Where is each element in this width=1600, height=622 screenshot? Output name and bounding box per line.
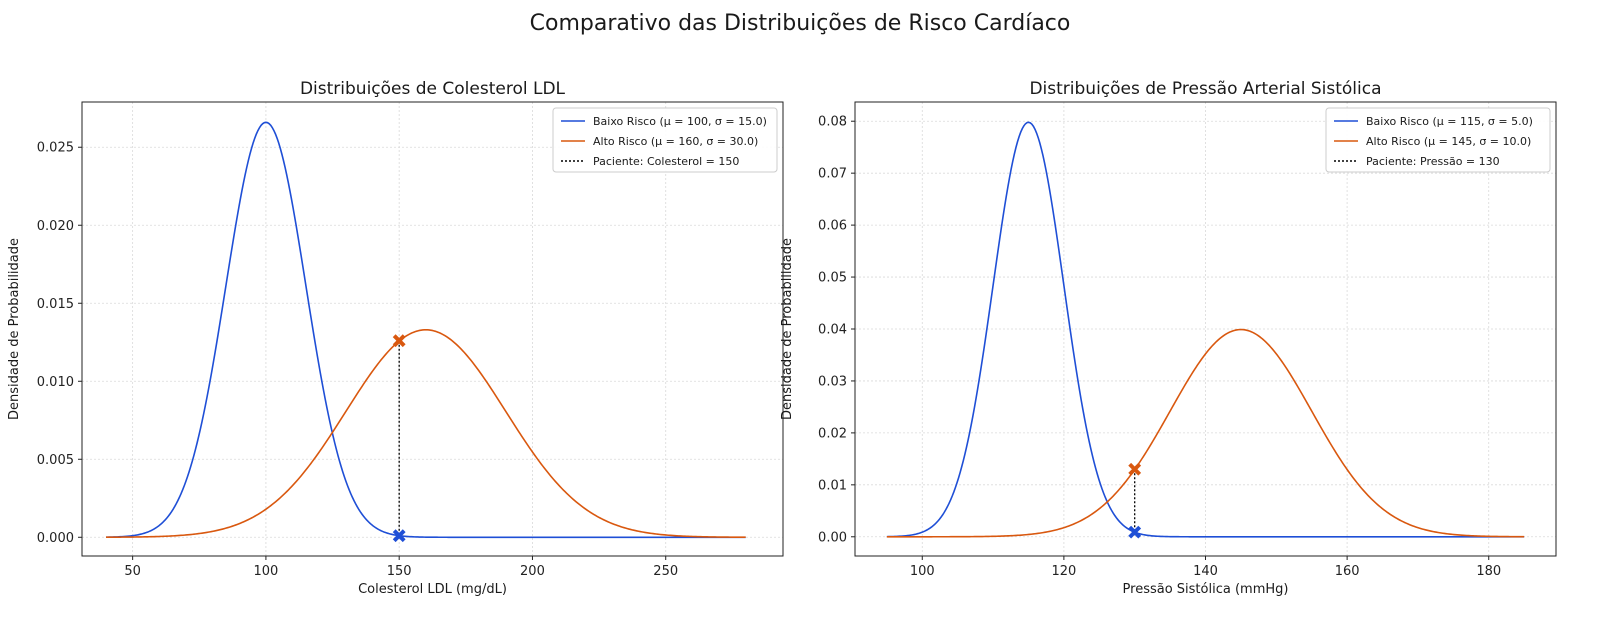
x-tick-label: 250	[653, 564, 678, 579]
plot-title: Distribuições de Colesterol LDL	[300, 79, 566, 99]
y-axis-label: Densidade de Probabilidade	[780, 238, 795, 420]
legend-box	[1325, 107, 1551, 173]
legend-entry-high-risk-label: Alto Risco (μ = 160, σ = 30.0)	[593, 135, 758, 148]
y-tick-label: 0.02	[818, 426, 847, 441]
high-risk-curve	[886, 328, 1525, 538]
x-tick-label: 140	[1193, 564, 1218, 579]
y-tick-label: 0.020	[37, 219, 74, 234]
y-axis-label: Densidade de Probabilidade	[7, 238, 22, 420]
y-tick-label: 0.025	[37, 141, 74, 156]
plot-ldl: Distribuições de Colesterol LDL 50 100 150 2…	[7, 79, 784, 597]
y-tick-label: 0.04	[818, 323, 847, 338]
legend-entry-high-risk-label: Alto Risco (μ = 145, σ = 10.0)	[1366, 135, 1531, 148]
x-tick-label: 100	[253, 564, 278, 579]
legend-entry-low-risk-label: Baixo Risco (μ = 115, σ = 5.0)	[1366, 115, 1533, 128]
figure-title: Comparativo das Distribuições de Risco C…	[530, 11, 1071, 36]
y-tick-label: 0.000	[37, 531, 74, 546]
y-tick-label: 0.05	[818, 271, 847, 286]
x-tick-label: 150	[387, 564, 412, 579]
legend-entry-low-risk-label: Baixo Risco (μ = 100, σ = 15.0)	[593, 115, 767, 128]
x-tick-label: 50	[124, 564, 141, 579]
y-tick-label: 0.01	[818, 478, 847, 493]
low-risk-curve	[886, 121, 1525, 538]
x-tick-label: 100	[910, 564, 935, 579]
high-risk-curve	[105, 329, 746, 539]
patient-marker-high-risk	[1128, 462, 1142, 476]
x-tick-label: 160	[1335, 564, 1360, 579]
legend-entry-patient-label: Paciente: Pressão = 130	[1366, 155, 1500, 168]
plot-frame	[81, 101, 784, 557]
legend-box	[552, 107, 778, 173]
x-axis-label: Pressão Sistólica (mmHg)	[1123, 582, 1289, 597]
patient-marker-low-risk	[1128, 525, 1142, 539]
low-risk-curve	[105, 121, 746, 539]
y-tick-label: 0.08	[818, 115, 847, 130]
y-tick-label: 0.00	[818, 530, 847, 545]
plot-title: Distribuições de Pressão Arterial Sistól…	[1029, 79, 1381, 99]
patient-marker-low-risk	[392, 529, 406, 543]
x-tick-label: 120	[1051, 564, 1076, 579]
x-tick-label: 200	[520, 564, 545, 579]
y-tick-label: 0.015	[37, 297, 74, 312]
x-tick-label: 180	[1476, 564, 1501, 579]
y-tick-label: 0.03	[818, 374, 847, 389]
y-tick-label: 0.005	[37, 453, 74, 468]
plot-pressure: Distribuições de Pressão Arterial Sistól…	[780, 79, 1557, 597]
patient-marker-high-risk	[392, 334, 406, 348]
y-tick-label: 0.06	[818, 219, 847, 234]
y-tick-label: 0.010	[37, 375, 74, 390]
x-axis-label: Colesterol LDL (mg/dL)	[358, 582, 507, 597]
y-tick-label: 0.07	[818, 167, 847, 182]
plot-frame	[854, 101, 1557, 557]
legend-entry-patient-label: Paciente: Colesterol = 150	[593, 155, 739, 168]
